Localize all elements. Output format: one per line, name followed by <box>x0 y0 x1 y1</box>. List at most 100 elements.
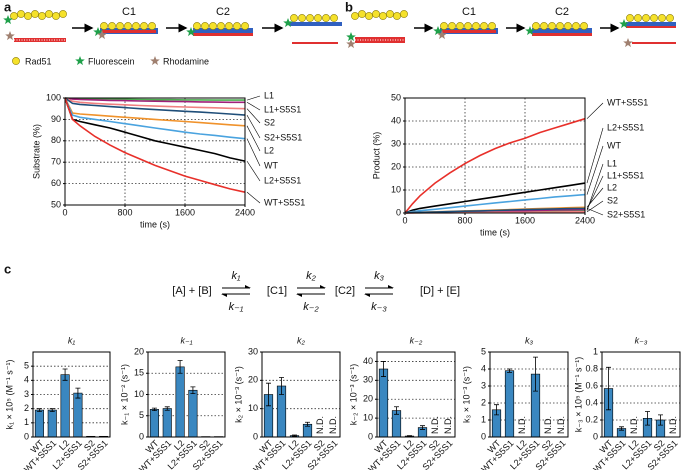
label-leader <box>246 108 261 124</box>
bar <box>149 409 159 438</box>
series-line <box>404 117 586 214</box>
y-tick-label: 3 <box>24 389 29 399</box>
label-leader <box>586 208 604 216</box>
y-tick-label: 70 <box>51 157 61 167</box>
series-label: S2+S5S1 <box>607 209 645 219</box>
y-tick-label: 5 <box>481 346 486 356</box>
y-tick-label: 20 <box>363 394 373 404</box>
series-line <box>64 97 246 140</box>
label-leader <box>586 163 604 211</box>
label-leader <box>586 187 604 208</box>
state-label: C2 <box>555 6 569 18</box>
y-tick-label: 5 <box>24 361 29 371</box>
y-tick-label: 1 <box>593 346 598 356</box>
y-tick-label: 20 <box>391 161 401 171</box>
plot-frame <box>404 97 586 214</box>
series-line <box>64 97 246 116</box>
y-tick-label: 60 <box>51 178 61 188</box>
series-label: S2+S5S1 <box>264 132 302 142</box>
y-tick-label: 2 <box>481 397 486 407</box>
y-tick-label: 3 <box>481 380 486 390</box>
rate-label: k₁ <box>232 270 242 282</box>
species: [A] + [B] <box>172 285 211 297</box>
label-leader <box>246 95 261 101</box>
y-tick-label: 0 <box>396 207 401 217</box>
error-bar <box>151 407 157 412</box>
y-tick-label: 30 <box>248 346 258 356</box>
x-tick-label: 1600 <box>175 207 195 217</box>
label-leader <box>586 127 604 184</box>
series-label: L2+S5S1 <box>264 175 301 185</box>
y-axis-label: k₃ × 10⁻³ (s⁻¹) <box>461 366 471 423</box>
bar <box>188 389 198 438</box>
error-bar <box>266 382 271 407</box>
error-bar <box>619 426 624 431</box>
y-axis-label: k₋₂ × 10⁻³ (s⁻¹) <box>348 364 358 426</box>
panel-label: c <box>4 261 11 276</box>
y-tick-label: 40 <box>391 115 401 125</box>
x-tick-label: 0 <box>62 207 67 217</box>
panel-label: a <box>4 0 12 14</box>
label-leader <box>246 125 261 152</box>
y-tick-label: 0.2 <box>585 414 598 424</box>
y-tick-label: 0.8 <box>585 363 598 373</box>
label-leader <box>246 102 261 111</box>
chart-title: k₂ <box>297 335 306 345</box>
error-bar <box>49 408 55 412</box>
series-label: L2 <box>264 145 274 155</box>
species: [D] + [E] <box>420 285 460 297</box>
y-tick-label: 1 <box>481 414 486 424</box>
series-label: S2 <box>607 195 618 205</box>
value-label: N.D. <box>430 416 440 434</box>
series-line <box>404 182 586 214</box>
bar <box>60 374 70 438</box>
schematic-b: C1 C2 <box>346 6 676 49</box>
value-label: N.D. <box>668 416 678 434</box>
legend-label: Rad51 <box>25 56 52 66</box>
y-tick-label: 10 <box>363 412 373 422</box>
y-tick-label: 10 <box>134 389 144 399</box>
y-tick-label: 20 <box>134 346 144 356</box>
reaction-scheme: [A] + [B] [C1] [C2] [D] + [E] k₁ k₂ k₃ k… <box>172 270 460 313</box>
series-label: L1+S5S1 <box>264 104 301 114</box>
bar <box>34 409 44 438</box>
label-leader <box>246 191 261 204</box>
error-bar <box>36 408 42 412</box>
y-tick-label: 20 <box>248 375 258 385</box>
label-leader <box>246 138 261 167</box>
schematic-a: C1 C2 <box>3 6 342 44</box>
y-tick-label: 0 <box>593 431 598 441</box>
state-label: C1 <box>122 6 136 18</box>
plot-frame <box>601 351 681 438</box>
series-line <box>64 97 245 104</box>
y-tick-label: 4 <box>481 363 486 373</box>
plot-frame <box>32 351 111 438</box>
series-label: WT <box>264 160 278 170</box>
x-tick-label: 800 <box>457 215 472 225</box>
y-axis-label: Substrate (%) <box>31 124 41 179</box>
plot-frame <box>489 351 569 438</box>
plot-frame <box>64 97 246 206</box>
value-label: N.D. <box>443 416 453 434</box>
y-tick-label: 80 <box>51 135 61 145</box>
series-line <box>404 207 586 214</box>
chart-title: k₋₃ <box>635 335 648 345</box>
bar <box>47 409 57 438</box>
label-leader <box>586 145 604 195</box>
plot-frame <box>147 351 226 438</box>
series-line <box>64 97 246 162</box>
y-tick-label: 40 <box>363 356 373 366</box>
error-bar <box>533 356 538 392</box>
y-tick-label: 4 <box>24 375 29 385</box>
bar <box>175 366 185 438</box>
rate-label: k₋₂ <box>303 301 319 313</box>
error-bar <box>190 386 196 395</box>
chart-title: k₃ <box>525 335 534 345</box>
label-leader <box>246 160 261 182</box>
error-bar <box>645 411 650 426</box>
x-tick-label: 2400 <box>575 215 595 225</box>
y-axis-label: k₂ × 10⁻³ (s⁻¹) <box>233 366 243 423</box>
legend-label: Fluorescein <box>88 56 135 66</box>
y-axis-label: k₋₁ × 10⁻² (s⁻¹) <box>119 364 129 425</box>
